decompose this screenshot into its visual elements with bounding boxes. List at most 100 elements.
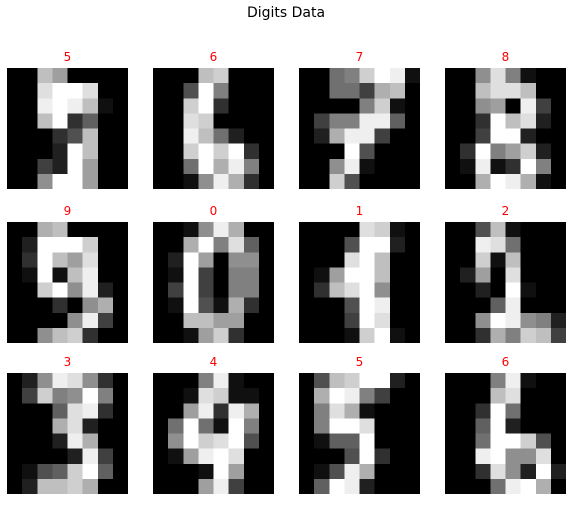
digit-panel: 9 bbox=[7, 204, 128, 354]
pixel-cell bbox=[535, 388, 552, 404]
pixel-cell bbox=[153, 418, 169, 434]
pixel-cell bbox=[520, 113, 537, 129]
pixel-cell bbox=[314, 252, 330, 268]
pixel-cell bbox=[490, 237, 506, 253]
pixel-cell bbox=[299, 267, 315, 283]
pixel-cell bbox=[112, 478, 128, 494]
pixel-cell bbox=[374, 297, 391, 314]
pixel-cell bbox=[183, 237, 199, 253]
pixel-cell bbox=[168, 113, 184, 129]
pixel-cell bbox=[7, 418, 23, 434]
pixel-cell bbox=[258, 448, 274, 465]
pixel-cell bbox=[243, 128, 260, 145]
pixel-cell bbox=[505, 478, 522, 494]
pixel-cell bbox=[97, 388, 114, 404]
pixel-cell bbox=[475, 143, 491, 160]
pixel-cell bbox=[183, 173, 199, 189]
pixel-cell bbox=[258, 158, 274, 175]
pixel-cell bbox=[22, 222, 38, 238]
pixel-cell bbox=[535, 158, 552, 175]
pixel-cell bbox=[67, 237, 84, 253]
pixel-cell bbox=[153, 433, 169, 450]
pixel-cell bbox=[67, 463, 84, 480]
pixel-cell bbox=[520, 98, 537, 114]
pixel-cell bbox=[7, 158, 23, 175]
pixel-cell bbox=[344, 448, 360, 465]
pixel-cell bbox=[243, 267, 260, 283]
pixel-cell bbox=[475, 297, 491, 314]
pixel-cell bbox=[520, 297, 537, 314]
pixel-cell bbox=[505, 463, 522, 480]
pixel-cell bbox=[228, 222, 245, 238]
pixel-cell bbox=[67, 433, 84, 450]
pixel-cell bbox=[198, 267, 214, 283]
pixel-cell bbox=[535, 418, 552, 434]
pixel-cell bbox=[359, 83, 376, 99]
pixel-cell bbox=[505, 297, 522, 314]
pixel-cell bbox=[37, 478, 53, 494]
pixel-cell bbox=[314, 113, 330, 129]
pixel-cell bbox=[445, 327, 461, 343]
pixel-cell bbox=[52, 113, 68, 129]
pixel-cell bbox=[183, 327, 199, 343]
pixel-cell bbox=[37, 433, 53, 450]
pixel-cell bbox=[359, 68, 376, 84]
pixel-cell bbox=[82, 143, 99, 160]
pixel-cell bbox=[520, 327, 537, 343]
pixel-cell bbox=[168, 68, 184, 84]
pixel-cell bbox=[505, 252, 522, 268]
pixel-cell bbox=[475, 463, 491, 480]
pixel-cell bbox=[97, 448, 114, 465]
pixel-cell bbox=[37, 173, 53, 189]
pixel-cell bbox=[243, 403, 260, 419]
pixel-cell bbox=[67, 252, 84, 268]
pixel-cell bbox=[550, 267, 566, 283]
pixel-cell bbox=[168, 418, 184, 434]
pixel-cell bbox=[67, 448, 84, 465]
pixel-cell bbox=[374, 388, 391, 404]
pixel-cell bbox=[97, 252, 114, 268]
pixel-cell bbox=[535, 252, 552, 268]
pixel-cell bbox=[359, 173, 376, 189]
pixel-cell bbox=[404, 373, 420, 389]
pixel-cell bbox=[535, 222, 552, 238]
pixel-cell bbox=[505, 173, 522, 189]
pixel-cell bbox=[374, 312, 391, 329]
pixel-cell bbox=[445, 83, 461, 99]
pixel-cell bbox=[314, 373, 330, 389]
pixel-cell bbox=[52, 478, 68, 494]
pixel-cell bbox=[550, 83, 566, 99]
pixel-cell bbox=[183, 448, 199, 465]
pixel-cell bbox=[97, 433, 114, 450]
pixel-cell bbox=[82, 448, 99, 465]
pixel-cell bbox=[460, 388, 476, 404]
pixel-cell bbox=[213, 312, 230, 329]
pixel-cell bbox=[52, 373, 68, 389]
pixel-cell bbox=[359, 222, 376, 238]
pixel-cell bbox=[37, 98, 53, 114]
pixel-cell bbox=[198, 388, 214, 404]
pixel-cell bbox=[299, 113, 315, 129]
pixel-cell bbox=[404, 418, 420, 434]
pixel-cell bbox=[198, 282, 214, 299]
pixel-cell bbox=[460, 98, 476, 114]
pixel-cell bbox=[389, 68, 406, 84]
pixel-cell bbox=[168, 388, 184, 404]
pixel-cell bbox=[404, 128, 420, 145]
pixel-cell bbox=[243, 282, 260, 299]
pixel-cell bbox=[37, 327, 53, 343]
pixel-cell bbox=[359, 478, 376, 494]
pixel-cell bbox=[112, 252, 128, 268]
pixel-cell bbox=[445, 463, 461, 480]
pixel-cell bbox=[67, 403, 84, 419]
pixel-cell bbox=[198, 68, 214, 84]
pixel-cell bbox=[198, 252, 214, 268]
pixel-cell bbox=[535, 433, 552, 450]
pixel-cell bbox=[82, 433, 99, 450]
pixel-cell bbox=[7, 237, 23, 253]
pixel-cell bbox=[359, 373, 376, 389]
pixel-cell bbox=[329, 113, 345, 129]
pixel-cell bbox=[228, 252, 245, 268]
pixel-cell bbox=[198, 128, 214, 145]
pixel-cell bbox=[228, 282, 245, 299]
